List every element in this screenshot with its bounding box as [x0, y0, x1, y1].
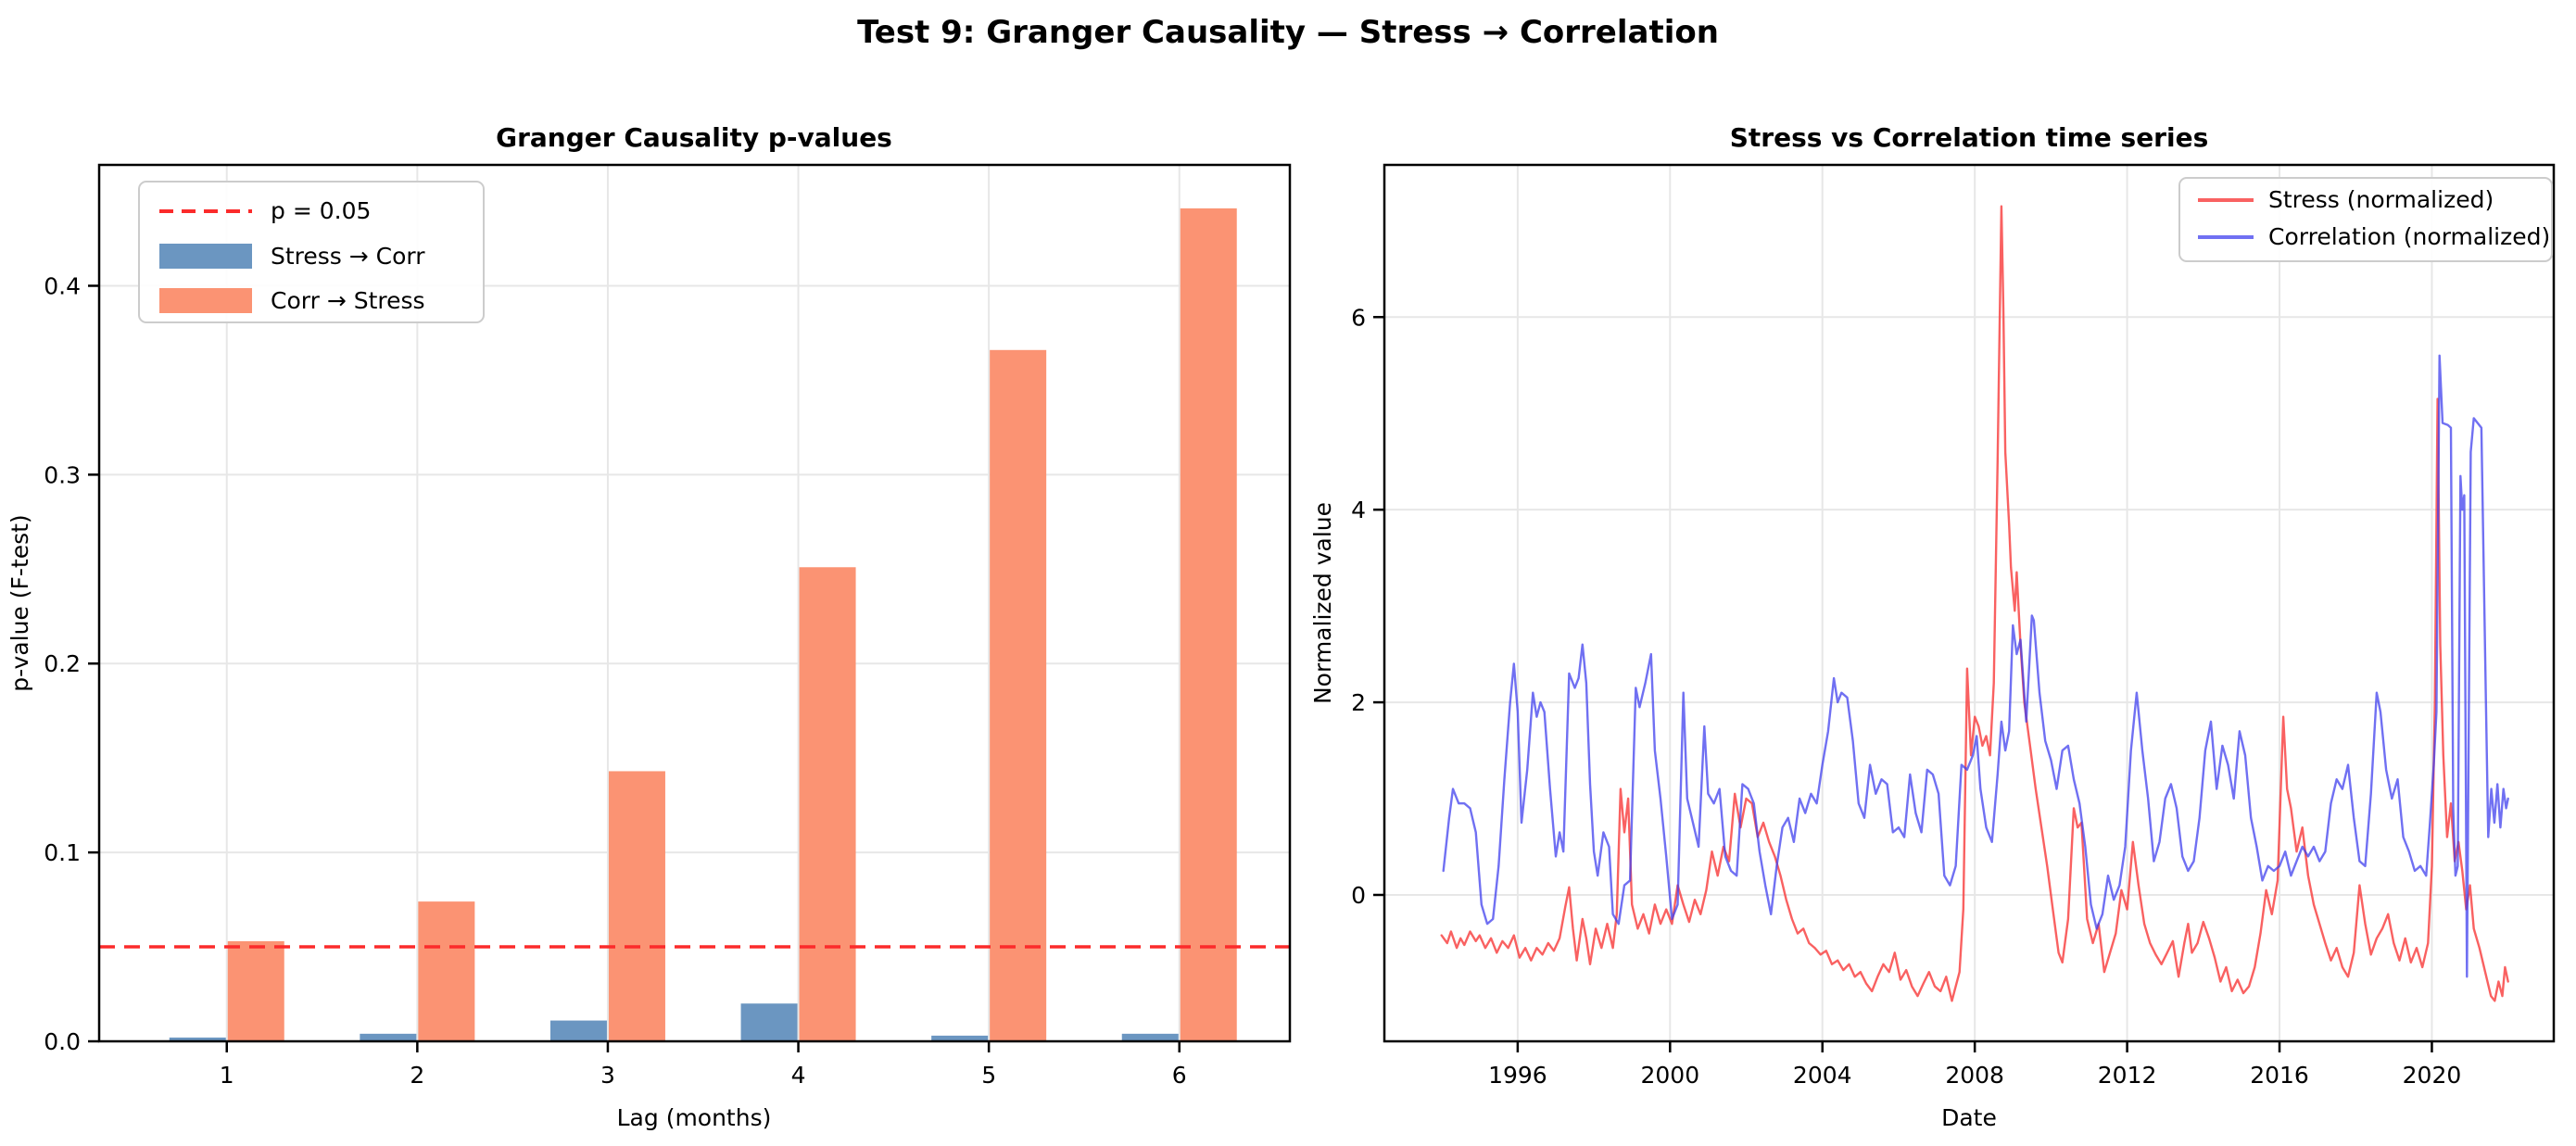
- timeseries-chart-frame: 1996 2000 2004 2008 2012 2016 2020 0 2 4 6: [1351, 163, 2556, 1089]
- x-tick-label: 2: [410, 1062, 424, 1089]
- x-tick-label: 2016: [2250, 1062, 2309, 1089]
- bar-corr-to-stress: [990, 349, 1047, 1041]
- x-tick-label: 3: [600, 1062, 615, 1089]
- y-tick-label: 0.4: [44, 272, 81, 299]
- bar-stress-to-corr: [169, 1037, 226, 1041]
- bar-corr-to-stress: [227, 940, 284, 1041]
- axes-spines: [97, 163, 1292, 1043]
- timeseries-chart-legend: Stress (normalized) Correlation (normaliz…: [2178, 177, 2553, 262]
- x-tick-label: 2020: [2403, 1062, 2462, 1089]
- timeseries-chart-marks: [1440, 205, 2509, 1002]
- legend-stress-to-corr-swatch: [159, 244, 252, 269]
- y-tick-label: 4: [1351, 497, 1366, 523]
- y-tick-label: 0: [1351, 882, 1366, 909]
- y-tick-label: 0.3: [44, 461, 81, 488]
- pvalue-chart-marks: [99, 208, 1290, 1042]
- bar-corr-to-stress: [1180, 208, 1237, 1042]
- timeseries-xaxis-label: Date: [1941, 1104, 1997, 1131]
- bar-corr-to-stress: [418, 901, 475, 1041]
- timeseries-chart-title: Stress vs Correlation time series: [1730, 122, 2209, 153]
- y-tick-label: 0.0: [44, 1028, 81, 1055]
- timeseries-yaxis-label: Normalized value: [1309, 502, 1336, 704]
- x-tick-label: 2000: [1640, 1062, 1699, 1089]
- pvalue-yaxis-label: p-value (F-test): [6, 514, 33, 691]
- bar-corr-to-stress: [608, 771, 665, 1041]
- x-tick-label: 6: [1172, 1062, 1187, 1089]
- x-tick-label: 2008: [1945, 1062, 2004, 1089]
- x-tick-label: 2004: [1793, 1062, 1852, 1089]
- pvalue-chart-title: Granger Causality p-values: [496, 122, 892, 153]
- x-tick-label: 1996: [1488, 1062, 1547, 1089]
- legend-box: [138, 181, 485, 323]
- correlation-line: [1442, 354, 2509, 978]
- pvalue-xaxis-label: Lag (months): [617, 1104, 772, 1131]
- bar-stress-to-corr: [740, 1003, 798, 1041]
- x-tick-label: 1: [220, 1062, 234, 1089]
- legend-corr-to-stress-swatch: [159, 288, 252, 313]
- x-tick-label: 2012: [2098, 1062, 2157, 1089]
- x-tick-label: 5: [981, 1062, 996, 1089]
- bar-corr-to-stress: [799, 567, 856, 1041]
- bar-stress-to-corr: [1121, 1033, 1179, 1041]
- pvalue-chart-legend: p = 0.05 Stress → Corr Corr → Stress: [138, 181, 485, 323]
- legend-box: [2178, 177, 2553, 262]
- bar-stress-to-corr: [549, 1020, 607, 1041]
- stress-line: [1440, 205, 2509, 1002]
- legend-label: p = 0.05: [271, 197, 371, 224]
- legend-label: Corr → Stress: [271, 287, 425, 314]
- y-tick-label: 2: [1351, 689, 1366, 716]
- pvalue-chart-frame: 1 2 3 4 5 6 0.0 0.1 0.2 0.3 0.4: [44, 163, 1292, 1089]
- axes-spines: [1383, 163, 2556, 1043]
- y-tick-label: 6: [1351, 304, 1366, 331]
- legend-label: Stress → Corr: [271, 243, 425, 270]
- bar-stress-to-corr: [360, 1033, 417, 1041]
- legend-label: Stress (normalized): [2268, 186, 2494, 213]
- timeseries-chart-grid: [1384, 165, 2554, 1041]
- figure-title: Test 9: Granger Causality — Stress → Cor…: [857, 14, 1719, 51]
- bar-stress-to-corr: [931, 1035, 989, 1041]
- y-tick-label: 0.1: [44, 839, 81, 866]
- x-tick-label: 4: [791, 1062, 806, 1089]
- y-tick-label: 0.2: [44, 650, 81, 677]
- legend-label: Correlation (normalized): [2268, 223, 2550, 250]
